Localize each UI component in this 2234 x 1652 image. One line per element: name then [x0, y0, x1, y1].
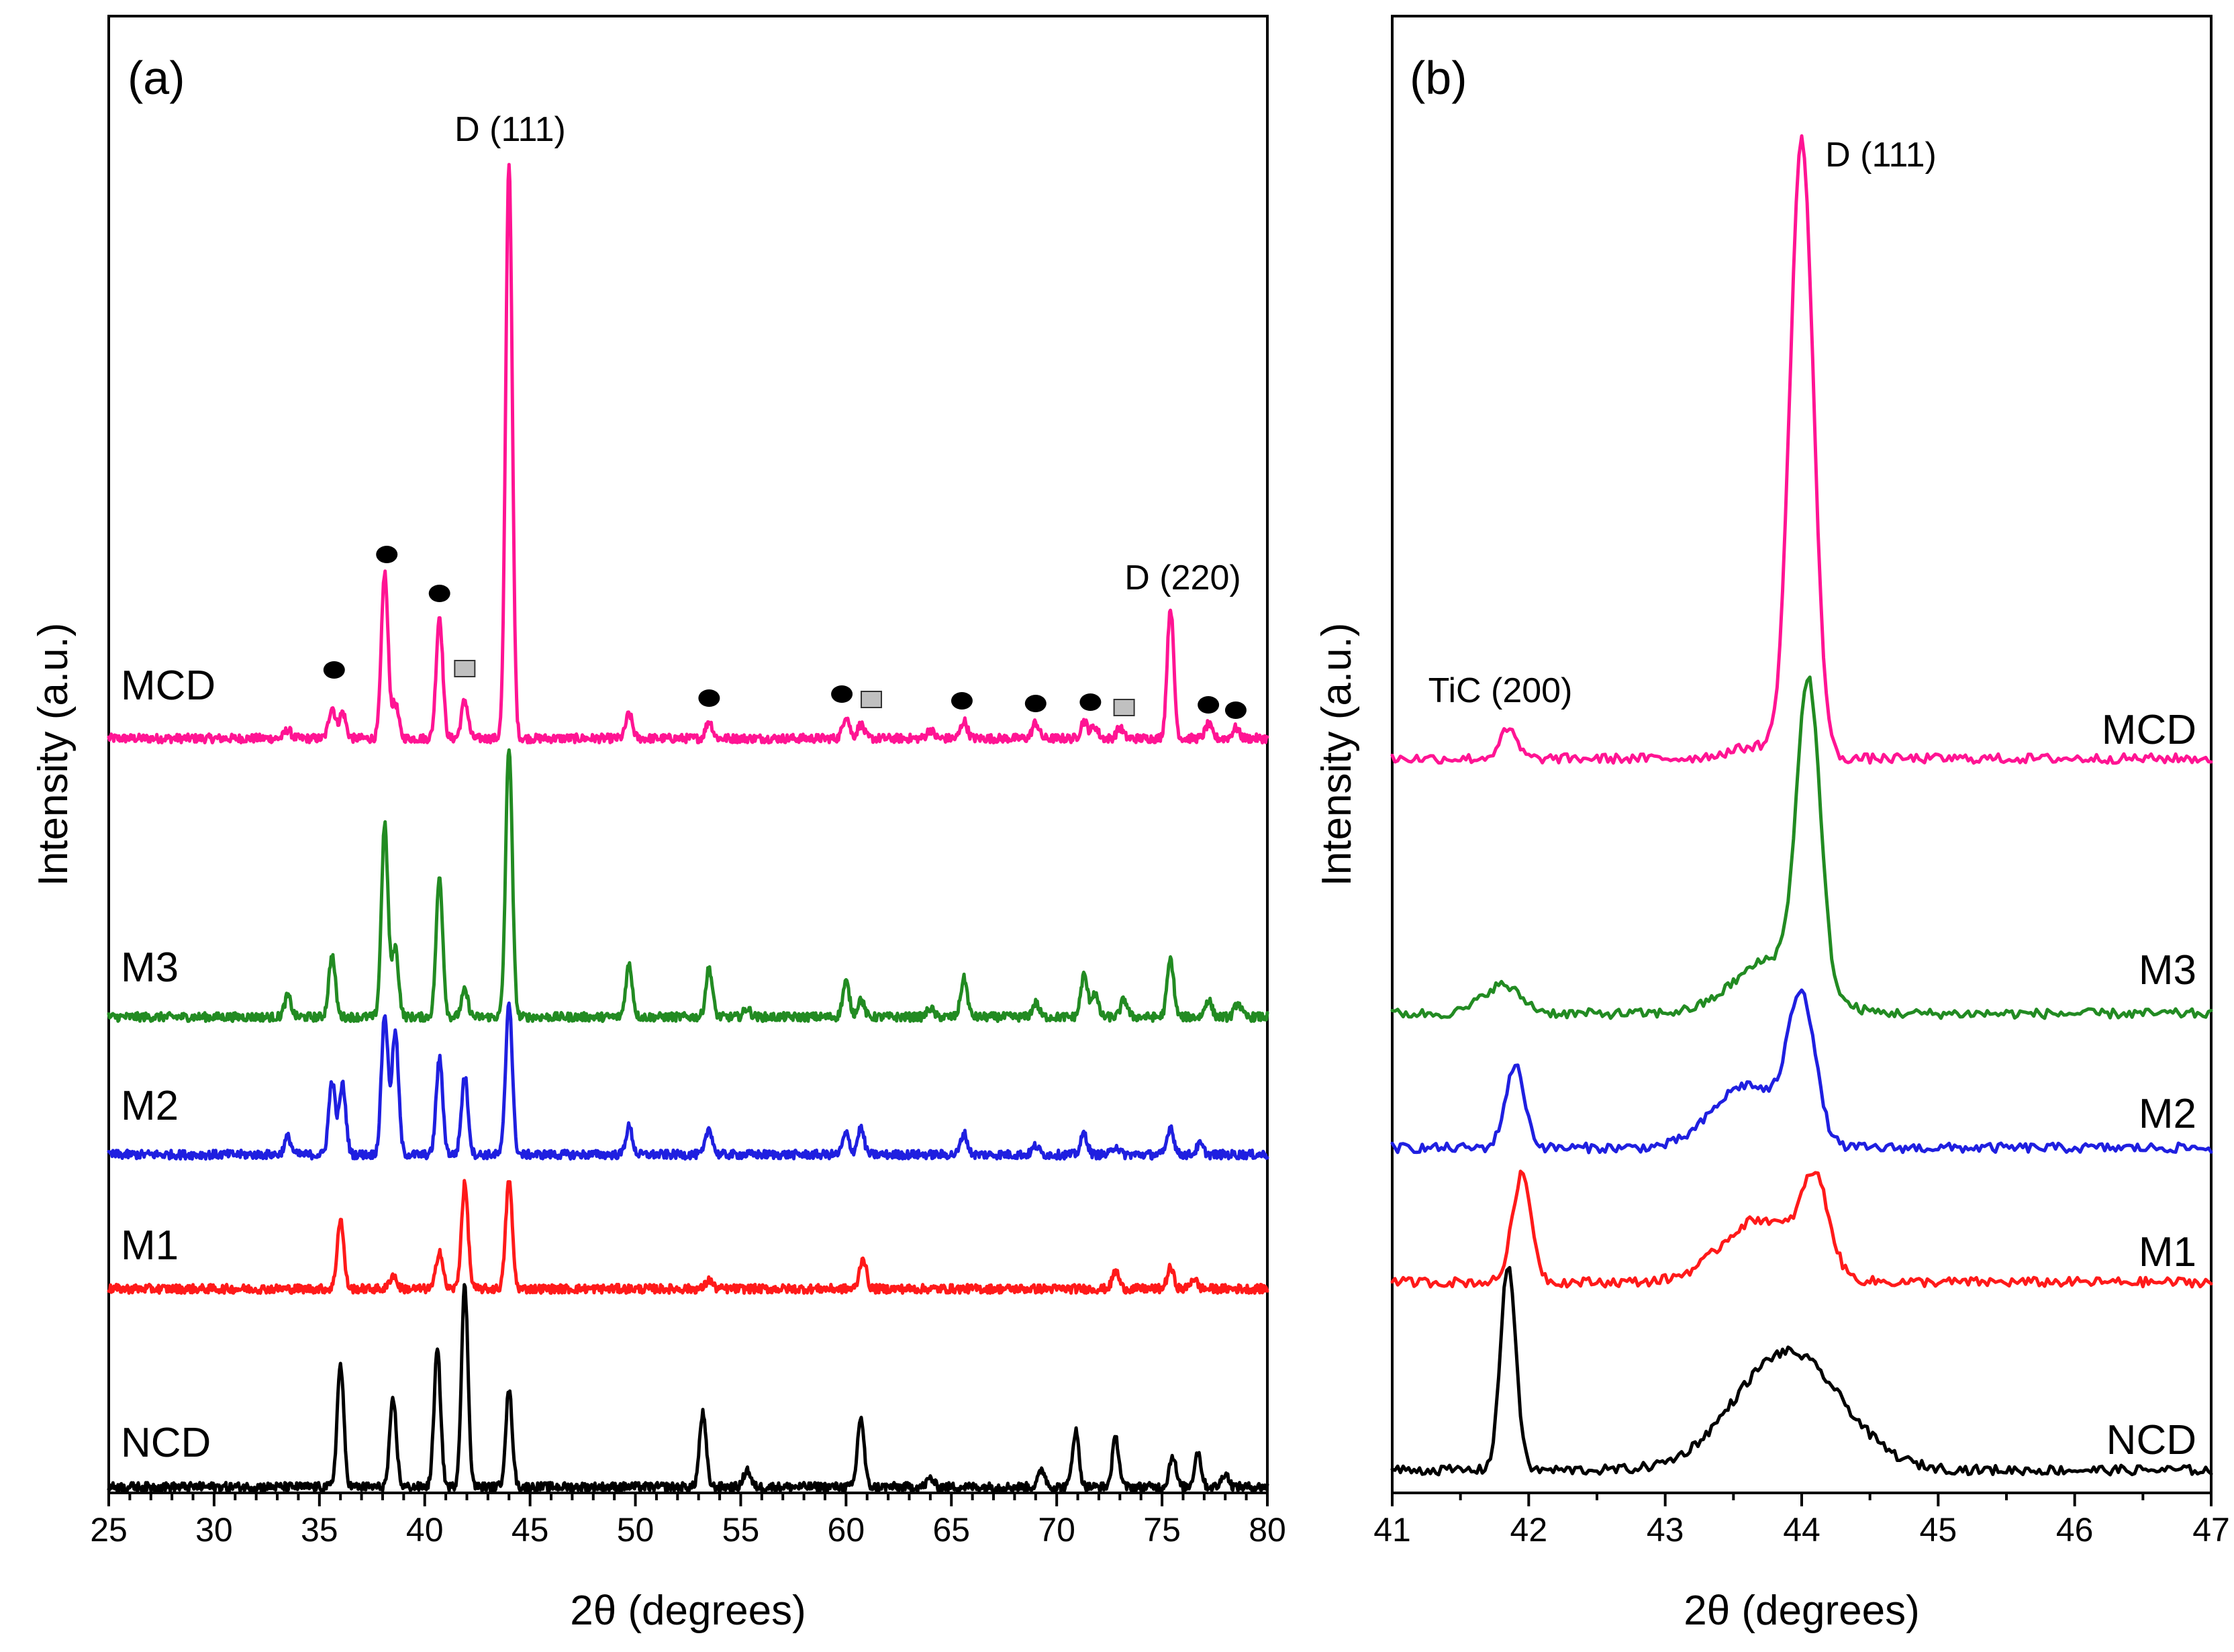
- x-tick-label: 55: [722, 1511, 760, 1549]
- series-m2-line: [1390, 988, 2213, 1155]
- x-tick-label: 30: [195, 1511, 233, 1549]
- series-label-ncd-a: NCD: [121, 1420, 211, 1466]
- phase-circle-marker: [698, 689, 720, 707]
- x-tick-label: 45: [512, 1511, 549, 1549]
- panel-a-traces: [107, 162, 1269, 1493]
- panel-a-ticks: 25 30 35 40 45 50 55 60 65 70 75 80: [90, 1493, 1286, 1549]
- phase-circle-marker: [951, 692, 973, 710]
- x-tick-label: 47: [2192, 1511, 2230, 1549]
- series-label-mcd-b: MCD: [2102, 707, 2196, 753]
- series-label-m3-a: M3: [121, 944, 179, 991]
- x-tick-label: 44: [1783, 1511, 1820, 1549]
- series-ncd-line: [1390, 1265, 2213, 1477]
- panel-b-frame: [1391, 15, 2213, 1494]
- x-tick-label: 60: [828, 1511, 865, 1549]
- series-m3-line: [107, 748, 1269, 1023]
- panel-a-ylabel: Intensity (a.u.): [30, 623, 77, 887]
- phase-circle-marker: [1079, 693, 1102, 711]
- series-m1-line: [1390, 1169, 2213, 1289]
- panel-b-ylabel: Intensity (a.u.): [1314, 623, 1360, 887]
- phase-circle-marker: [831, 685, 853, 703]
- x-tick-label: 35: [301, 1511, 338, 1549]
- series-label-mcd-a: MCD: [121, 663, 215, 709]
- phase-square-marker: [454, 660, 476, 677]
- x-tick-label: 65: [932, 1511, 970, 1549]
- series-mcd-line: [1390, 134, 2213, 765]
- phase-circle-marker: [428, 585, 450, 602]
- x-tick-label: 41: [1373, 1511, 1411, 1549]
- series-label-ncd-b: NCD: [2106, 1417, 2196, 1463]
- x-tick-label: 70: [1038, 1511, 1075, 1549]
- panel-a: (a) 2θ (degrees) Intensity (a.u.) D (111…: [30, 15, 1286, 1634]
- phase-square-marker: [861, 691, 883, 708]
- phase-square-marker: [1113, 699, 1135, 716]
- x-tick-label: 40: [406, 1511, 444, 1549]
- series-label-m2-a: M2: [121, 1083, 179, 1129]
- series-mcd-line: [107, 162, 1269, 744]
- x-tick-label: 42: [1510, 1511, 1548, 1549]
- panel-b-traces: [1390, 134, 2213, 1477]
- phase-circle-marker: [1024, 695, 1047, 712]
- x-tick-label: 43: [1647, 1511, 1684, 1549]
- panel-b: (b) 2θ (degrees) Intensity (a.u.) D (111…: [1314, 15, 2230, 1634]
- phase-circle-marker: [1198, 696, 1220, 714]
- series-label-m2-b: M2: [2139, 1091, 2196, 1137]
- series-m3-line: [1390, 675, 2213, 1020]
- phase-circle-marker: [323, 661, 345, 679]
- panel-b-xlabel: 2θ (degrees): [1684, 1588, 1920, 1634]
- tic200-annotation-b: TiC (200): [1428, 671, 1573, 710]
- phase-circle-marker: [376, 546, 398, 563]
- x-tick-label: 25: [90, 1511, 128, 1549]
- series-m2-line: [107, 1001, 1269, 1161]
- panel-a-phase-markers: [323, 546, 1247, 719]
- x-tick-label: 46: [2056, 1511, 2094, 1549]
- series-label-m1-b: M1: [2139, 1229, 2196, 1275]
- x-tick-label: 80: [1249, 1511, 1286, 1549]
- d111-annotation-b: D (111): [1825, 136, 1937, 175]
- d111-annotation-a: D (111): [454, 110, 566, 149]
- panel-b-ticks: 41 42 43 44 45 46 47: [1373, 1493, 2230, 1549]
- panel-b-label: (b): [1410, 52, 1467, 104]
- phase-circle-marker: [1224, 701, 1247, 719]
- x-tick-label: 45: [1920, 1511, 1957, 1549]
- series-label-m1-a: M1: [121, 1222, 179, 1269]
- panel-a-label: (a): [128, 52, 185, 104]
- series-m1-line: [107, 1179, 1269, 1295]
- x-tick-label: 50: [617, 1511, 654, 1549]
- series-label-m3-b: M3: [2139, 947, 2196, 993]
- d220-annotation-a: D (220): [1124, 558, 1241, 597]
- series-ncd-line: [107, 1283, 1269, 1493]
- panel-a-xlabel: 2θ (degrees): [570, 1588, 806, 1634]
- panel-a-frame: [107, 15, 1269, 1494]
- x-tick-label: 75: [1143, 1511, 1181, 1549]
